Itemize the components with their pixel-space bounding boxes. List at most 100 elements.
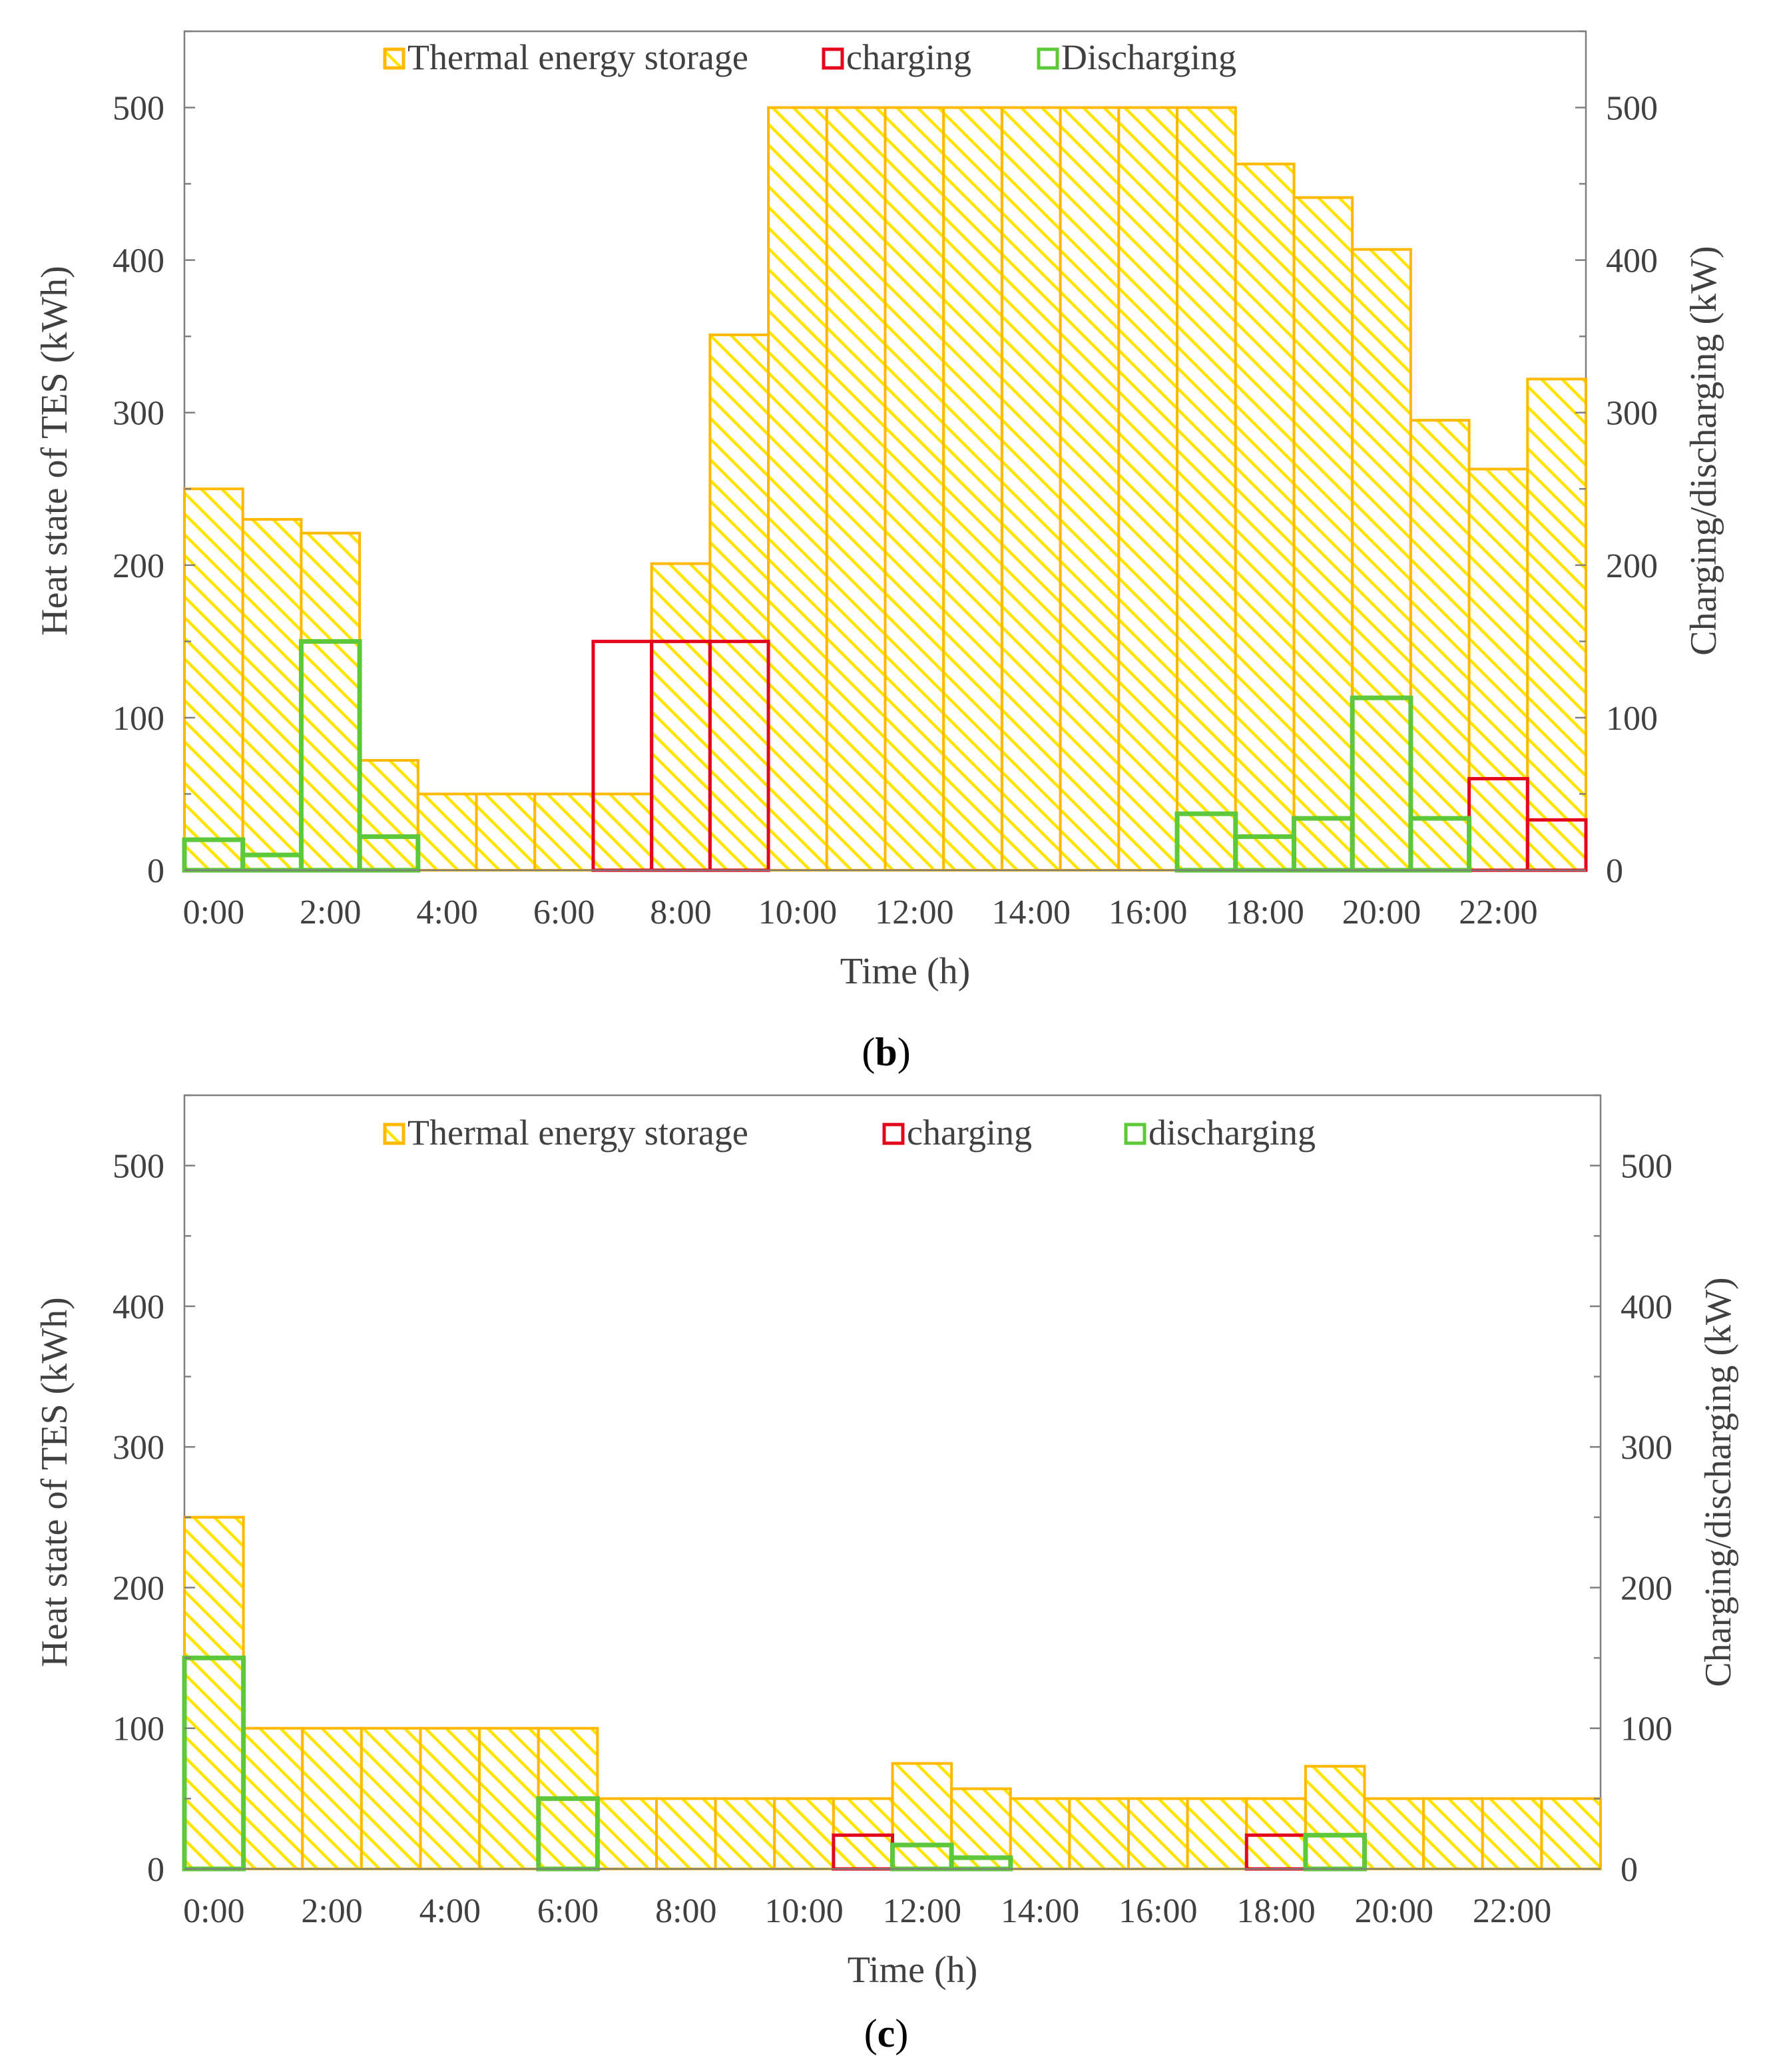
legend-label: charging xyxy=(907,1113,1032,1153)
x-tick-label: 16:00 xyxy=(1109,894,1187,931)
chart-panel-c: 0 0 100 100 200 200 300 300 400 400 500 500 0:00 2:00… xyxy=(34,1094,1739,2055)
tes-bar-22:00 xyxy=(1467,467,1529,872)
tes-bar-2:00 xyxy=(300,531,362,872)
legend-swatch-tes xyxy=(383,47,405,70)
legend-label: charging xyxy=(846,37,971,77)
legend-label: Thermal energy storage xyxy=(407,37,748,77)
caption-letter: c xyxy=(878,2011,895,2055)
x-tick-label: 0:00 xyxy=(183,894,244,931)
tes-bar-20:00 xyxy=(1351,248,1412,872)
tes-bar-6:00 xyxy=(533,792,595,872)
tes-bar-3:00 xyxy=(360,1726,422,1871)
chart-panel-b: 0 0 100 100 200 200 300 300 400 400 500 500 0:00 2:00… xyxy=(34,30,1724,1074)
tes-bar-9:00 xyxy=(708,333,770,872)
tes-bar-15:00 xyxy=(1059,106,1121,872)
y-tick-label-right: 300 xyxy=(1621,1429,1672,1467)
tes-bar-0:00 xyxy=(183,487,244,872)
x-tick-label: 12:00 xyxy=(875,894,953,931)
tes-bar-4:00 xyxy=(419,1726,481,1871)
tes-bar-13:00 xyxy=(942,106,1003,872)
tes-bar-19:00 xyxy=(1292,196,1354,872)
y-axis-title-right: Charging/discharging (kW) xyxy=(1698,1277,1739,1686)
legend-label: Thermal energy storage xyxy=(407,1113,748,1153)
x-tick-label: 2:00 xyxy=(300,894,361,931)
x-tick-label: 10:00 xyxy=(758,894,837,931)
y-tick-label-left: 100 xyxy=(113,1710,164,1748)
tes-bar-18:00 xyxy=(1234,162,1296,872)
tes-bar-10:00 xyxy=(773,1797,835,1870)
x-tick-label: 22:00 xyxy=(1459,894,1537,931)
tes-bar-11:00 xyxy=(825,106,887,872)
y-tick-label-right: 300 xyxy=(1606,395,1658,433)
tes-bar-8:00 xyxy=(655,1797,717,1870)
y-tick-label-right: 100 xyxy=(1606,700,1658,738)
tes-bar-7:00 xyxy=(596,1797,658,1870)
x-tick-label: 16:00 xyxy=(1119,1892,1197,1930)
panel-caption: (c) xyxy=(864,2011,909,2055)
y-tick-label-left: 0 xyxy=(147,1851,164,1889)
tes-bar-2:00 xyxy=(301,1726,363,1871)
x-tick-label: 4:00 xyxy=(416,894,477,931)
tes-bar-10:00 xyxy=(767,106,828,872)
tes-bar-1:00 xyxy=(242,1726,304,1871)
caption-close: ) xyxy=(897,1030,911,1074)
y-tick-label-right: 0 xyxy=(1621,1851,1638,1889)
y-tick-label-right: 400 xyxy=(1606,242,1658,280)
x-tick-label: 6:00 xyxy=(537,1892,599,1930)
tes-bar-22:00 xyxy=(1481,1797,1543,1870)
tes-bar-21:00 xyxy=(1409,419,1471,872)
tes-bar-15:00 xyxy=(1068,1797,1130,1870)
y-tick-label-left: 200 xyxy=(113,1569,164,1607)
legend-swatch-tes xyxy=(383,1123,405,1145)
legend-label: Discharging xyxy=(1061,37,1236,77)
y-axis-title-left: Heat state of TES (kWh) xyxy=(34,266,75,636)
x-tick-label: 8:00 xyxy=(650,894,711,931)
tes-bar-14:00 xyxy=(1009,1797,1071,1870)
y-tick-label-left: 500 xyxy=(113,90,164,128)
tes-bar-0:00 xyxy=(183,1515,245,1870)
tes-bar-19:00 xyxy=(1304,1764,1366,1871)
tes-bar-12:00 xyxy=(891,1762,953,1870)
panel-caption: (b) xyxy=(862,1030,910,1074)
y-tick-label-left: 500 xyxy=(113,1148,164,1186)
x-tick-label: 10:00 xyxy=(764,1892,843,1930)
y-tick-label-right: 0 xyxy=(1606,852,1623,890)
y-tick-label-right: 200 xyxy=(1606,547,1658,585)
legend-swatch-discharging xyxy=(1124,1123,1146,1145)
y-tick-label-left: 300 xyxy=(113,395,164,433)
x-tick-label: 0:00 xyxy=(183,1892,244,1930)
tes-bar-12:00 xyxy=(884,106,945,872)
tes-bar-20:00 xyxy=(1363,1797,1425,1870)
tes-bar-17:00 xyxy=(1176,106,1237,872)
x-tick-label: 4:00 xyxy=(419,1892,481,1930)
x-tick-label: 8:00 xyxy=(655,1892,716,1930)
tes-bar-16:00 xyxy=(1127,1797,1189,1870)
tes-bar-23:00 xyxy=(1526,378,1588,872)
caption-letter: b xyxy=(875,1030,897,1074)
y-tick-label-left: 100 xyxy=(113,700,164,738)
x-tick-label: 20:00 xyxy=(1342,894,1421,931)
tes-bar-8:00 xyxy=(650,562,712,872)
legend-label: discharging xyxy=(1148,1113,1316,1153)
x-tick-label: 18:00 xyxy=(1236,1892,1315,1930)
x-axis-title: Time (h) xyxy=(840,951,971,992)
y-tick-label-left: 400 xyxy=(113,1288,164,1326)
legend-swatch-charging xyxy=(822,47,844,70)
x-tick-label: 14:00 xyxy=(992,894,1071,931)
legend-swatch-discharging xyxy=(1037,47,1059,70)
tes-bar-23:00 xyxy=(1540,1797,1602,1870)
tes-bar-5:00 xyxy=(478,1726,540,1871)
x-tick-label: 22:00 xyxy=(1473,1892,1551,1930)
x-tick-label: 14:00 xyxy=(1001,1892,1079,1930)
tes-bar-9:00 xyxy=(714,1797,776,1870)
y-tick-label-right: 400 xyxy=(1621,1288,1672,1326)
y-tick-label-left: 400 xyxy=(113,242,164,280)
tes-bar-3:00 xyxy=(358,759,419,872)
caption-open: ( xyxy=(862,1030,875,1074)
y-tick-label-left: 0 xyxy=(147,852,164,890)
caption-close: ) xyxy=(895,2011,908,2055)
tes-bar-5:00 xyxy=(475,792,537,872)
legend-swatch-charging xyxy=(882,1123,905,1145)
y-tick-label-right: 500 xyxy=(1606,90,1658,128)
